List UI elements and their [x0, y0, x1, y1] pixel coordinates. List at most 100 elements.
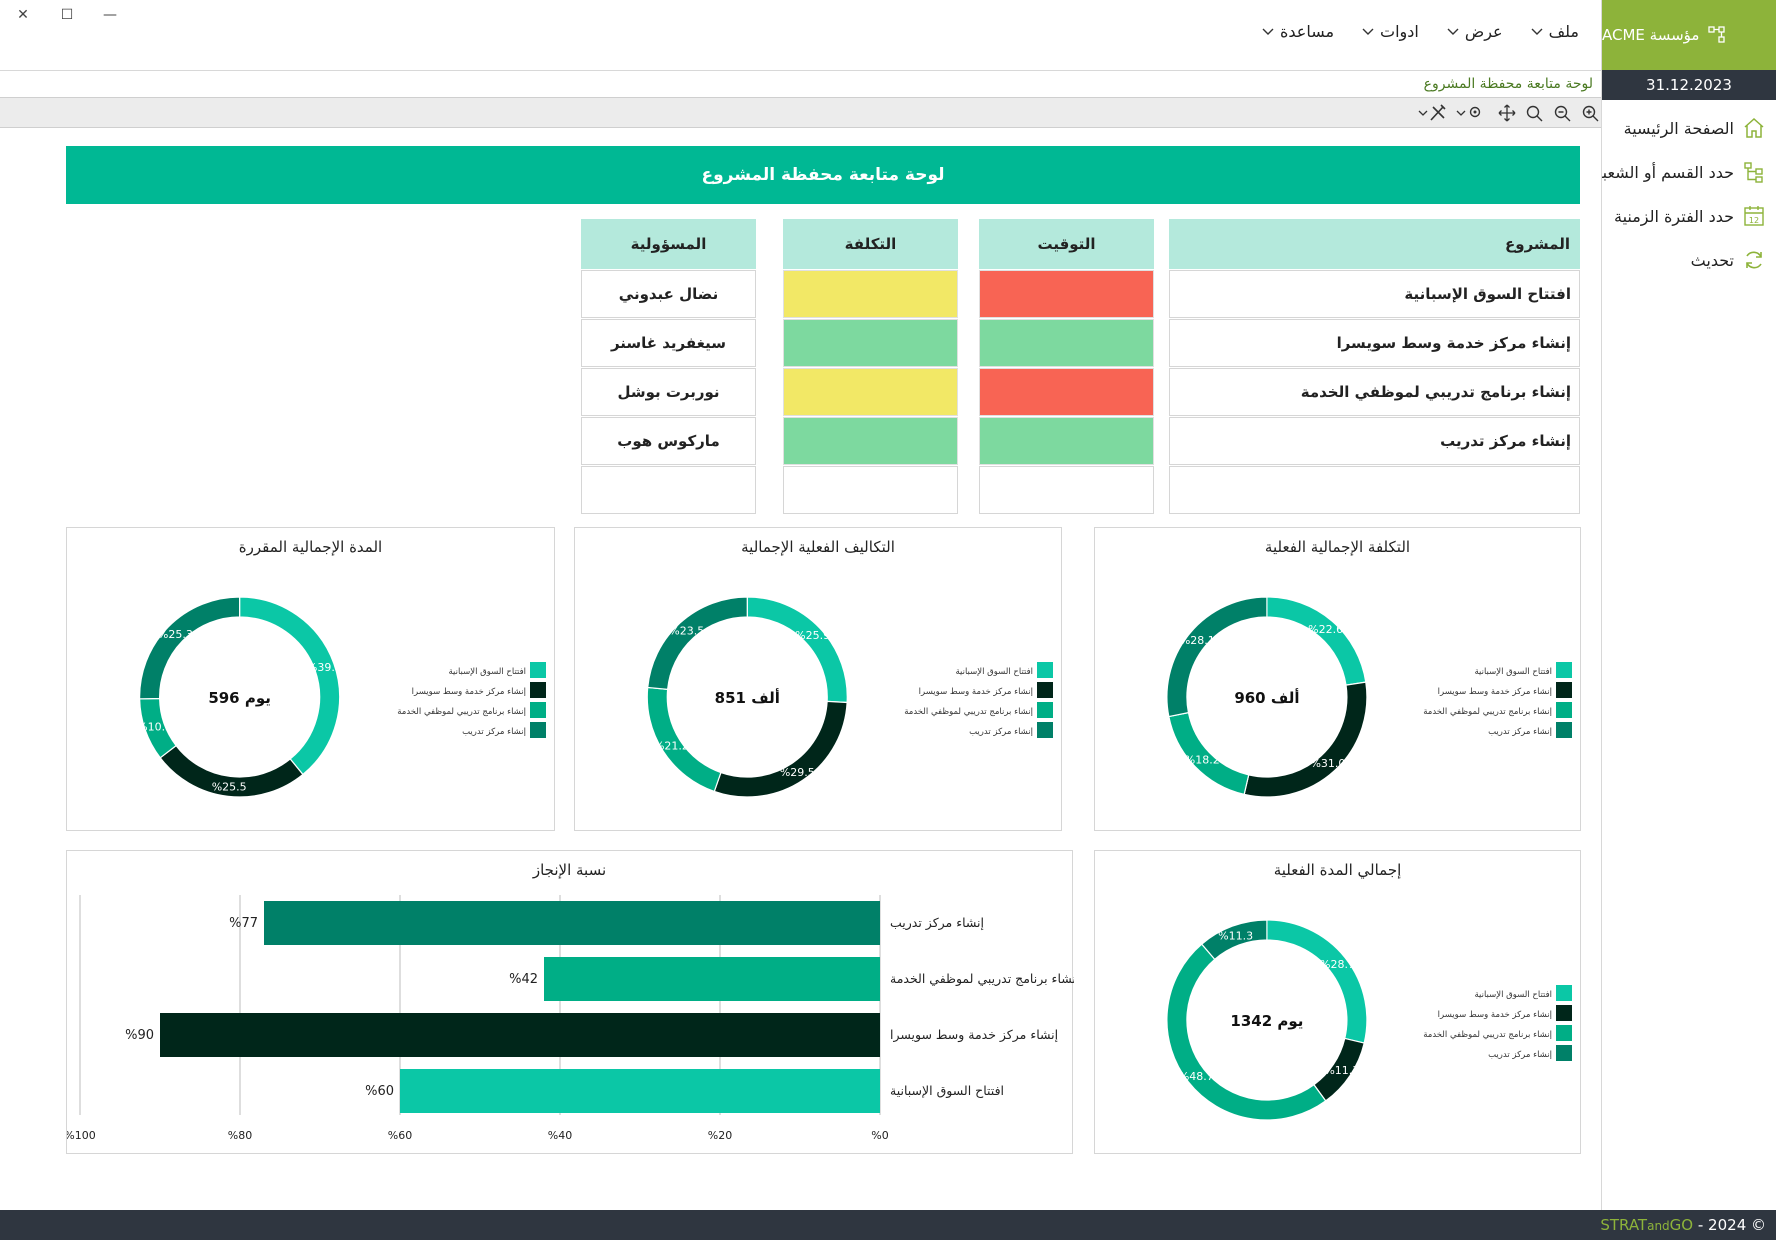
zoom-out-icon[interactable] [1553, 104, 1573, 122]
legend-swatch [1556, 985, 1572, 1001]
donut-segment-label: %28.1 [1180, 634, 1215, 647]
chart-title: نسبة الإنجاز [532, 861, 607, 879]
footer-copyright: STRATandGO - 2024 © [1600, 1216, 1766, 1234]
bar-category-label: إنشاء مركز تدريب [890, 915, 984, 931]
chart-title: المدة الإجمالية المقررة [238, 538, 383, 556]
sidebar-item-label: حدد الفترة الزمنية [1614, 206, 1734, 226]
x-tick-label: %0 [871, 1129, 888, 1142]
org-chart-icon [1744, 162, 1763, 183]
bar-value-label: %42 [509, 972, 538, 987]
menu-help[interactable]: مساعدة [1262, 22, 1334, 41]
donut-segment [1166, 596, 1268, 718]
cost-status-cell [783, 270, 958, 318]
donut-segment [713, 700, 848, 798]
x-tick-label: %100 [67, 1129, 96, 1142]
legend-label: إنشاء مركز تدريب [1488, 727, 1552, 737]
donut-segment-label: %31.0 [1310, 757, 1345, 770]
donut-segment-label: %25.9 [795, 629, 830, 642]
settings-dropdown-icon[interactable] [1455, 104, 1485, 122]
table-cell-project: إنشاء مركز تدريب [1169, 417, 1580, 465]
breadcrumb-bar: لوحة متابعة محفظة المشروع [0, 70, 1601, 97]
bar-chart: %0 %20 %40 %60 %80 %100 %77 إنشاء مركز تدريب %42… [67, 895, 1074, 1142]
table-column-project: المشروع افتتاح السوق الإسبانية إنشاء مرك… [1169, 219, 1580, 514]
legend-label: إنشاء مركز خدمة وسط سويسرا [412, 687, 526, 697]
bar-value-label: %77 [229, 916, 258, 931]
donut-segment-label: %25.3 [158, 628, 193, 641]
close-icon: ✕ [17, 7, 29, 23]
move-icon[interactable] [1497, 104, 1517, 122]
maximize-button[interactable]: ☐ [52, 4, 82, 26]
donut-panel-total-actual-costs: التكاليف الفعلية الإجمالية %25.9 %29.5 %21… [574, 527, 1062, 831]
sidebar-item-period[interactable]: 12 حدد الفترة الزمنية [1602, 194, 1776, 238]
table-header-owner: المسؤولية [581, 219, 756, 269]
cost-status-cell [783, 368, 958, 416]
legend-label: إنشاء مركز تدريب [462, 727, 526, 737]
chevron-down-icon [1362, 28, 1374, 35]
legend-swatch [530, 682, 546, 698]
table-cell-empty [979, 466, 1154, 514]
table-column-timing: التوقيت [979, 219, 1154, 514]
legend-label: إنشاء مركز خدمة وسط سويسرا [1438, 687, 1552, 697]
bar [264, 901, 880, 945]
legend-label: افتتاح السوق الإسبانية [1474, 667, 1552, 677]
x-tick-label: %60 [388, 1129, 412, 1142]
close-button[interactable]: ✕ [8, 4, 38, 26]
legend-swatch [1037, 722, 1053, 738]
svg-text:12: 12 [1749, 216, 1759, 225]
table-column-cost: التكلفة [783, 219, 958, 514]
bar-panel-completion: نسبة الإنجاز %0 %20 %40 %60 %80 %100 %77 إنشاء … [66, 850, 1074, 1154]
donut-segment [647, 596, 748, 691]
breadcrumb[interactable]: لوحة متابعة محفظة المشروع [1423, 76, 1593, 92]
zoom-in-icon[interactable] [1581, 104, 1601, 122]
sidebar-item-label: تحديث [1690, 250, 1734, 270]
table-cell-project: افتتاح السوق الإسبانية [1169, 270, 1580, 318]
sidebar-item-refresh[interactable]: تحديث [1602, 238, 1776, 282]
x-tick-label: %40 [548, 1129, 572, 1142]
donut-segment-label: %48.7 [1179, 1070, 1214, 1083]
table-cell-project: إنشاء مركز خدمة وسط سويسرا [1169, 319, 1580, 367]
menu-tools[interactable]: ادوات [1362, 22, 1419, 41]
minimize-button[interactable]: — [95, 4, 125, 26]
legend-label: إنشاء برنامج تدريبي لموظفي الخدمة [397, 707, 526, 717]
organization-header[interactable]: مؤسسة ACME [1602, 0, 1776, 70]
legend-swatch [1037, 702, 1053, 718]
menu-bar: ملف عرض ادوات مساعدة [1262, 22, 1579, 41]
chevron-down-icon [1531, 28, 1543, 35]
table-cell-owner: نضال عبدوني [581, 270, 756, 318]
x-tick-label: %20 [708, 1129, 732, 1142]
legend-label: افتتاح السوق الإسبانية [448, 667, 526, 677]
legend-label: إنشاء برنامج تدريبي لموظفي الخدمة [1423, 1030, 1552, 1040]
menu-label: مساعدة [1279, 22, 1335, 41]
timing-status-cell [979, 368, 1154, 416]
menu-view[interactable]: عرض [1447, 22, 1503, 41]
legend-label: إنشاء برنامج تدريبي لموظفي الخدمة [904, 707, 1033, 717]
table-header-timing: التوقيت [979, 219, 1154, 269]
legend-label: افتتاح السوق الإسبانية [1474, 990, 1552, 1000]
chart-title: إجمالي المدة الفعلية [1273, 861, 1402, 879]
legend-swatch [530, 662, 546, 678]
donut-segment-label: %39.1 [307, 661, 342, 674]
legend-swatch [1556, 662, 1572, 678]
chart-title: التكلفة الإجمالية الفعلية [1264, 538, 1411, 556]
donut-segment-label: %29.5 [780, 766, 815, 779]
legend-label: إنشاء مركز خدمة وسط سويسرا [1438, 1010, 1552, 1020]
bar [544, 957, 880, 1001]
legend-swatch [1556, 1025, 1572, 1041]
sidebar-item-home[interactable]: الصفحة الرئيسية [1602, 106, 1776, 150]
tools-dropdown-icon[interactable] [1417, 104, 1447, 122]
donut-segment-label: %28.7 [1320, 958, 1355, 971]
donut-panel-actual-duration: إجمالي المدة الفعلية %28.7 %11.3 %48.7 %11.… [1094, 850, 1581, 1154]
search-icon[interactable] [1525, 104, 1545, 122]
title-bar: ✕ ☐ — ملف عرض ادوات مساعدة [0, 0, 1601, 70]
sidebar-item-label: حدد القسم أو الشعبة [1602, 162, 1734, 182]
menu-file[interactable]: ملف [1531, 22, 1579, 41]
home-icon [1744, 117, 1764, 138]
sidebar-item-department[interactable]: حدد القسم أو الشعبة [1602, 150, 1776, 194]
donut-segment [1166, 943, 1327, 1121]
chart-title: التكاليف الفعلية الإجمالية [741, 538, 895, 556]
sidebar: مؤسسة ACME 31.12.2023 الصفحة الرئيسية حد… [1601, 0, 1776, 1210]
bar-value-label: %90 [125, 1028, 154, 1043]
donut-center-value: 1342 يوم [1230, 1012, 1303, 1030]
legend-label: إنشاء مركز تدريب [969, 727, 1033, 737]
menu-label: عرض [1464, 22, 1503, 41]
